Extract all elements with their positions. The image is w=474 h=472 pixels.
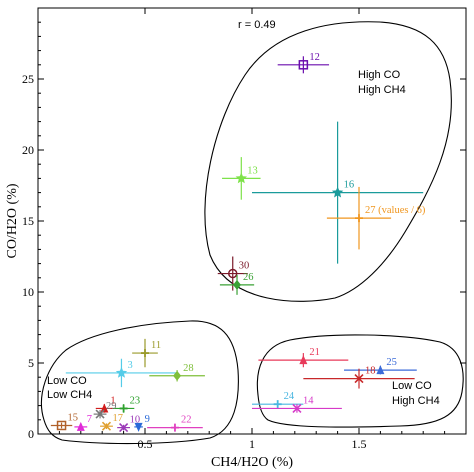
y-tick-label: 5 xyxy=(28,356,34,370)
data-point-21: 21 xyxy=(258,347,349,368)
data-point-14: 14 xyxy=(252,395,342,414)
x-axis-label: CH4/H2O (%) xyxy=(211,455,293,470)
data-point-24: 24 xyxy=(252,391,304,409)
point-label: 3 xyxy=(127,360,132,371)
point-marker xyxy=(119,404,128,413)
point-label: 22 xyxy=(181,415,192,426)
group-label-high-co-line2: High CH4 xyxy=(358,84,406,96)
point-marker xyxy=(331,186,344,198)
point-label: 17 xyxy=(112,413,123,424)
point-label: 24 xyxy=(284,391,295,402)
point-label: 25 xyxy=(386,357,397,368)
y-tick-label: 10 xyxy=(22,285,34,299)
point-label: 18 xyxy=(365,366,376,377)
point-marker xyxy=(355,214,363,223)
region-low-co-low-ch4 xyxy=(40,320,239,445)
point-label: 10 xyxy=(130,415,141,426)
point-marker xyxy=(95,409,105,419)
data-point-7: 7 xyxy=(74,414,92,431)
y-tick-label: 15 xyxy=(22,214,34,228)
point-marker xyxy=(134,422,143,432)
group-label-high-co-line1: High CO xyxy=(358,69,401,81)
point-marker xyxy=(299,355,308,365)
data-point-3: 3 xyxy=(65,358,178,388)
point-marker xyxy=(101,421,112,431)
data-point-23: 23 xyxy=(112,395,141,413)
x-tick-label: 1.5 xyxy=(352,437,367,451)
point-marker xyxy=(56,420,67,431)
data-point-26: 26 xyxy=(219,272,255,295)
data-point-12: 12 xyxy=(277,52,330,74)
point-label: 21 xyxy=(309,347,320,358)
data-point-13: 13 xyxy=(222,157,261,200)
point-marker xyxy=(376,365,385,375)
group-regions xyxy=(40,21,464,445)
point-label: 15 xyxy=(68,412,79,423)
data-point-22: 22 xyxy=(147,415,203,432)
y-tick-label: 0 xyxy=(28,427,34,441)
group-label-low-high-line2: High CH4 xyxy=(392,395,440,407)
data-point-25: 25 xyxy=(344,357,417,375)
y-tick-label: 20 xyxy=(22,143,34,157)
point-label: 16 xyxy=(344,180,355,191)
point-marker xyxy=(233,279,242,290)
point-label: 11 xyxy=(151,340,161,351)
group-label-low-high-line1: Low CO xyxy=(392,380,432,392)
point-marker xyxy=(235,172,247,184)
point-marker xyxy=(76,421,85,431)
region-low-co-high-ch4 xyxy=(256,334,464,428)
data-point-15: 15 xyxy=(50,412,79,431)
y-axis-label: CO/H2O (%) xyxy=(5,183,20,258)
data-point-28: 28 xyxy=(149,363,205,382)
data-point-29: 29 xyxy=(93,401,117,419)
point-marker xyxy=(170,423,179,432)
point-marker xyxy=(115,366,128,378)
data-point-27: 27 (values / 6) xyxy=(326,186,426,250)
point-marker xyxy=(298,60,309,70)
correlation-annotation: r = 0.49 xyxy=(238,19,276,31)
point-label: 12 xyxy=(309,52,320,63)
point-label: 26 xyxy=(243,272,254,283)
point-marker xyxy=(119,423,129,433)
point-label: 13 xyxy=(247,165,257,176)
group-label-low-low-line2: Low CH4 xyxy=(47,389,92,401)
point-label: 7 xyxy=(87,414,92,425)
point-marker xyxy=(173,370,182,381)
data-point-1: 1 xyxy=(95,395,116,413)
point-marker xyxy=(292,403,302,414)
point-label: 9 xyxy=(145,414,150,425)
region-high-co-high-ch4 xyxy=(204,21,452,302)
data-point-11: 11 xyxy=(132,338,161,368)
y-tick-label: 25 xyxy=(22,72,34,86)
point-marker xyxy=(141,349,149,358)
point-marker xyxy=(227,268,238,279)
point-label: 14 xyxy=(303,395,314,406)
point-label: 23 xyxy=(130,395,141,406)
x-tick-label: 1 xyxy=(249,437,255,451)
group-label-low-low-line1: Low CO xyxy=(47,375,87,387)
x-tick-label: 0.5 xyxy=(138,437,153,451)
data-point-18: 18 xyxy=(303,366,415,389)
point-marker xyxy=(354,374,364,384)
data-point-17: 17 xyxy=(100,413,123,431)
point-label: 29 xyxy=(106,401,117,412)
data-point-30: 30 xyxy=(217,256,250,291)
data-point-16: 16 xyxy=(252,121,424,264)
point-label: 27 (values / 6) xyxy=(365,205,426,216)
data-point-9: 9 xyxy=(134,414,150,432)
point-label: 1 xyxy=(110,395,115,406)
point-label: 28 xyxy=(183,363,194,374)
data-point-10: 10 xyxy=(117,415,141,433)
point-label: 30 xyxy=(239,261,250,272)
point-marker xyxy=(100,403,109,413)
axis-ticks: 0.5 1 1.5 0 5 10 15 20 25 xyxy=(22,8,466,451)
point-marker xyxy=(273,400,282,409)
